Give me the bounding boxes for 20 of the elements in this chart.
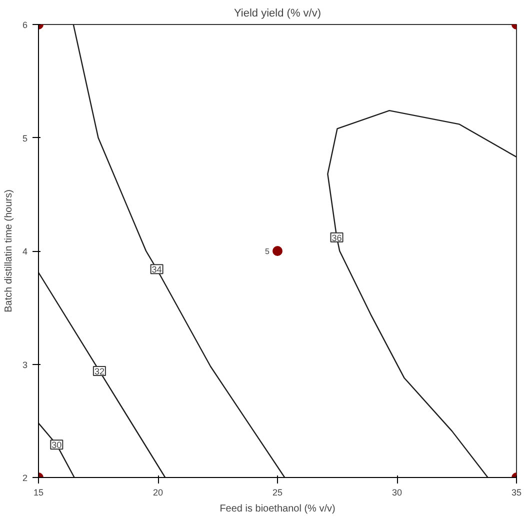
annotation: 5 (265, 247, 270, 256)
line-series (72, 24, 286, 478)
x-tick-label: 15 (33, 488, 44, 498)
annotation: 30 (52, 440, 62, 450)
y-tick-label: 3 (22, 360, 28, 370)
annotation: 32 (94, 366, 104, 377)
y-axis-title: Batch distillatin time (hours) (3, 190, 14, 312)
x-axis-title: Feed is bioethanol (% v/v) (220, 504, 336, 514)
annotation: 34 (152, 264, 162, 275)
x-tick-label: 30 (392, 488, 402, 498)
annotation: 36 (332, 232, 342, 243)
x-tick-label: 20 (152, 488, 164, 498)
y-tick-label: 2 (22, 473, 28, 483)
line-series (327, 110, 516, 478)
x-tick-label: 35 (511, 488, 522, 498)
y-tick-label: 4 (22, 246, 28, 256)
y-tick-label: 6 (22, 20, 28, 30)
chart-title: Yield yield (% v/v) (234, 8, 322, 20)
y-tick-label: 5 (22, 133, 28, 144)
x-tick-label: 25 (272, 488, 283, 498)
